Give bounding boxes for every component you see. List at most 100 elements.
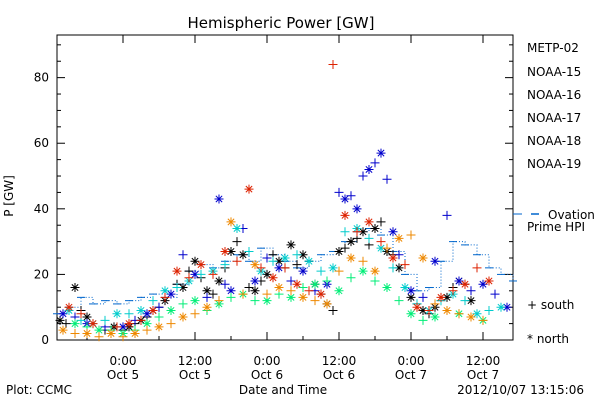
data-point-north [250,286,260,296]
data-point-south [388,263,398,273]
data-point-south [334,266,344,276]
data-point-north [136,305,146,315]
data-point-south [166,319,176,329]
data-point-north [58,325,68,335]
data-point-north [442,292,452,302]
data-point-north [268,273,278,283]
data-point-south [352,227,362,237]
legend-ovation-line2: Prime HPI [527,220,585,234]
data-point-north [142,319,152,329]
data-point-north [226,286,236,296]
data-point-north [376,243,386,253]
data-point-south [328,60,338,70]
x-tick-date: Oct 6 [323,368,355,382]
data-point-north [496,302,506,312]
footer-timestamp: 2012/10/07 13:15:06 [457,383,584,397]
data-point-north [454,276,464,286]
data-point-south [172,283,182,293]
data-point-north [442,305,452,315]
data-point-north [412,302,422,312]
data-point-south [310,296,320,306]
data-point-north [502,302,512,312]
data-point-north [226,217,236,227]
data-point-north [130,328,140,338]
data-point-south [472,263,482,273]
data-point-north [310,279,320,289]
data-point-south [238,289,248,299]
data-point-south [424,305,434,315]
data-point-north [160,286,170,296]
data-point-north [484,276,494,286]
data-point-north [328,263,338,273]
data-point-north [202,302,212,312]
data-point-south [262,253,272,263]
data-point-south [178,250,188,260]
data-point-north [298,266,308,276]
data-point-south [142,325,152,335]
data-point-north [226,246,236,256]
data-point-south [112,322,122,332]
data-point-north [178,283,188,293]
data-point-south [466,286,476,296]
data-point-north [358,227,368,237]
x-tick-time: 12:00 [178,354,213,368]
data-point-south [322,276,332,286]
data-point-north [166,305,176,315]
data-point-south [94,332,104,342]
data-point-south [442,210,452,220]
data-point-north [64,302,74,312]
y-axis-label: P [GW] [2,175,16,217]
legend: METP-02 NOAA-15 NOAA-16 NOAA-17 NOAA-18 NOAA-… [513,41,595,234]
data-point-north [70,283,80,293]
data-point-north [298,250,308,260]
data-point-north [82,328,92,338]
legend-entry: NOAA-19 [527,157,581,171]
data-point-north [418,253,428,263]
data-point-north [88,319,98,329]
data-point-south [202,292,212,302]
data-point-north [292,279,302,289]
data-point-north [148,305,158,315]
x-axis-label: Date and Time [239,383,327,397]
data-point-north [214,194,224,204]
data-point-south [184,273,194,283]
plot-frame [56,34,514,341]
y-tick-label: 20 [34,267,49,281]
data-point-south [136,315,146,325]
data-point-north [250,260,260,270]
data-point-south [268,256,278,266]
data-point-north [334,246,344,256]
data-point-south [250,296,260,306]
data-point-south [124,309,134,319]
data-point-south [304,286,314,296]
data-point-north [394,263,404,273]
data-point-north [388,253,398,263]
data-point-south [460,296,470,306]
x-tick-date: Oct 5 [179,368,211,382]
data-point-south [244,246,254,256]
data-point-south [76,309,86,319]
data-point-north [244,184,254,194]
data-point-south [340,227,350,237]
data-point-north [394,233,404,243]
data-point-south [334,187,344,197]
x-tick-date: Oct 7 [467,368,499,382]
data-point-north [430,256,440,266]
footer-credit: Plot: CCMC [6,383,72,397]
data-point-north [340,210,350,220]
x-tick-date: Oct 7 [395,368,427,382]
data-point-north [106,328,116,338]
data-point-south [382,174,392,184]
data-point-north [70,319,80,329]
data-point-south [340,243,350,253]
data-point-north [262,296,272,306]
data-point-north [406,309,416,319]
data-point-south [100,315,110,325]
data-point-north [142,309,152,319]
data-point-north [190,296,200,306]
data-point-south [178,299,188,309]
data-point-north [364,164,374,174]
data-point-north [388,227,398,237]
data-point-north [478,279,488,289]
data-point-north [430,312,440,322]
